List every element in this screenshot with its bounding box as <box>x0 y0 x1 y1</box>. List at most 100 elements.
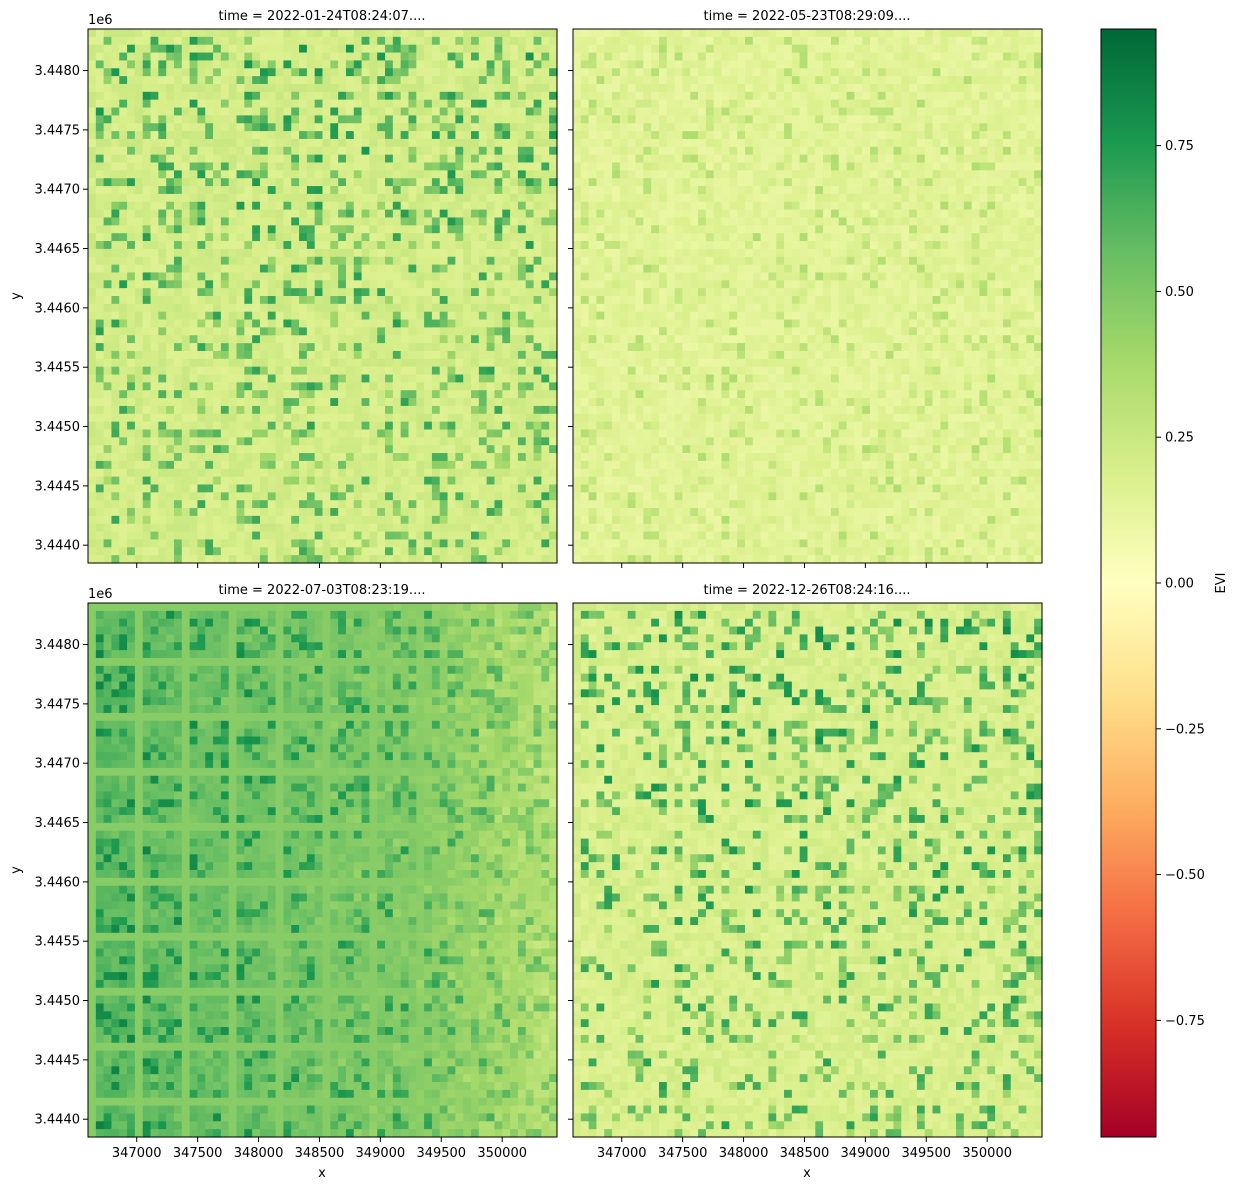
heatmap-cell <box>439 76 449 85</box>
heatmap-cell <box>213 233 222 242</box>
heatmap-cell <box>338 335 347 344</box>
heatmap-cell <box>619 115 629 124</box>
heatmap-cell <box>361 555 370 564</box>
heatmap-cell <box>291 335 300 344</box>
heatmap-cell <box>322 193 331 203</box>
heatmap-cell <box>173 508 183 517</box>
heatmap-cell <box>612 343 621 352</box>
heatmap-cell <box>486 248 496 258</box>
heatmap-cell <box>651 508 660 517</box>
heatmap-cell <box>213 555 222 564</box>
heatmap-cell <box>431 170 441 179</box>
heatmap-cell <box>549 476 558 486</box>
heatmap-cell <box>197 382 206 391</box>
heatmap-cell <box>213 523 222 533</box>
heatmap-cell <box>213 60 222 69</box>
heatmap-cell <box>573 343 582 352</box>
heatmap-cell <box>236 303 245 313</box>
heatmap-cell <box>166 272 175 281</box>
heatmap-cell <box>463 193 472 203</box>
heatmap-cell <box>330 350 339 360</box>
heatmap-cell <box>580 429 590 438</box>
heatmap-cell <box>369 272 378 281</box>
heatmap-cell <box>173 76 183 85</box>
heatmap-cell <box>220 193 230 203</box>
heatmap-cell <box>510 523 519 533</box>
heatmap-cell <box>134 515 144 525</box>
heatmap-cell <box>400 374 410 383</box>
heatmap-cell <box>291 468 300 478</box>
heatmap-cell <box>142 374 152 383</box>
heatmap-cell <box>197 170 206 179</box>
heatmap-cell <box>228 398 238 407</box>
heatmap-cell <box>400 413 410 423</box>
heatmap-cell <box>142 390 152 399</box>
heatmap-cell <box>252 429 261 438</box>
heatmap-cell <box>377 492 386 501</box>
heatmap-cell <box>322 366 331 376</box>
heatmap-cell <box>252 366 261 376</box>
heatmap-cell <box>510 162 519 171</box>
heatmap-cell <box>103 421 113 431</box>
heatmap-cell <box>197 445 206 454</box>
heatmap-cell <box>525 91 535 101</box>
heatmap-cell <box>635 515 644 525</box>
heatmap-cell <box>588 146 598 156</box>
heatmap-cell <box>314 405 324 415</box>
heatmap-cell <box>486 162 496 171</box>
heatmap-cell <box>291 138 300 148</box>
heatmap-cell <box>181 350 191 360</box>
heatmap-cell <box>283 29 292 38</box>
heatmap-cell <box>447 484 456 493</box>
heatmap-cell <box>385 523 394 533</box>
heatmap-cell <box>643 429 652 438</box>
heatmap-cell <box>377 91 386 101</box>
heatmap-cell <box>369 327 378 336</box>
heatmap-cell <box>541 350 550 360</box>
heatmap-cell <box>525 272 535 281</box>
heatmap-cell <box>439 154 449 164</box>
heatmap-cell <box>291 382 300 391</box>
heatmap-cell <box>627 99 637 109</box>
heatmap-cell <box>573 217 582 226</box>
heatmap-cell <box>416 68 425 77</box>
heatmap-cell <box>541 193 550 203</box>
heatmap-cell <box>369 515 378 525</box>
heatmap-cell <box>525 382 535 391</box>
heatmap-cell <box>88 350 97 360</box>
heatmap-cell <box>377 123 386 132</box>
heatmap-cell <box>314 36 324 46</box>
heatmap-cell <box>330 492 339 501</box>
heatmap-cell <box>517 138 527 148</box>
heatmap-cell <box>408 123 417 132</box>
heatmap-cell <box>588 44 598 54</box>
heatmap-cell <box>299 405 308 415</box>
heatmap-cell <box>158 68 167 77</box>
heatmap-cell <box>127 115 136 124</box>
heatmap-cell <box>205 327 214 336</box>
heatmap-cell <box>400 539 410 548</box>
heatmap-cell <box>127 413 136 423</box>
heatmap-cell <box>651 131 660 140</box>
heatmap-cell <box>517 413 527 423</box>
heatmap-cell <box>525 468 535 478</box>
heatmap-cell <box>259 233 269 242</box>
heatmap-cell <box>392 515 402 525</box>
heatmap-cell <box>502 186 511 195</box>
heatmap-cell <box>635 186 644 195</box>
heatmap-cell <box>127 390 136 399</box>
heatmap-cell <box>134 555 144 564</box>
heatmap-cell <box>533 515 542 525</box>
heatmap-cell <box>220 327 230 336</box>
heatmap-cell <box>549 421 558 431</box>
heatmap-cell <box>103 555 113 564</box>
heatmap-cell <box>173 107 183 116</box>
heatmap-cell <box>573 99 582 109</box>
heatmap-cell <box>408 374 417 383</box>
heatmap-cell <box>471 476 480 486</box>
heatmap-cell <box>612 264 621 274</box>
heatmap-cell <box>299 327 308 336</box>
heatmap-cell <box>322 29 331 38</box>
heatmap-cell <box>134 91 144 101</box>
heatmap-cell <box>244 343 253 352</box>
